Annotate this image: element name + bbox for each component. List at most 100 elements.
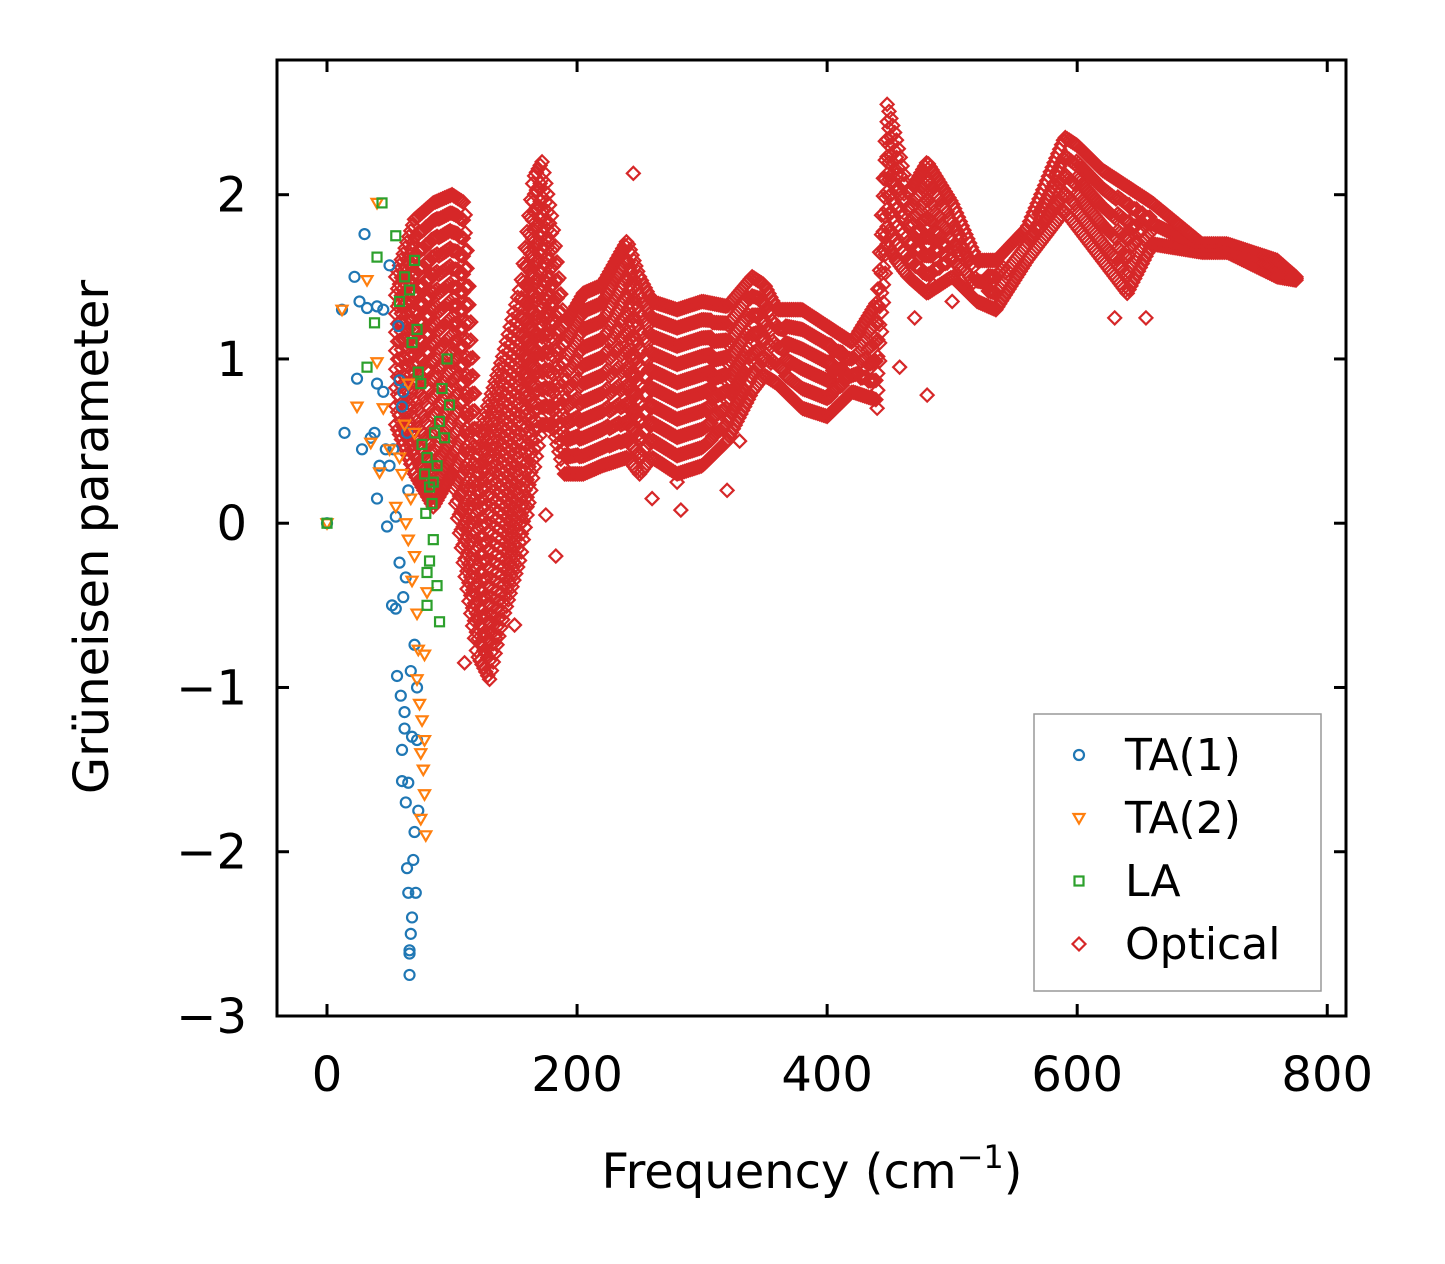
point-optical (468, 421, 485, 438)
point-ta-1- (377, 303, 390, 316)
point-ta-1- (397, 385, 410, 398)
point-ta-2- (397, 419, 412, 433)
point-ta-1- (370, 492, 384, 505)
point-optical (631, 268, 648, 285)
point-optical (669, 474, 686, 491)
point-optical (400, 358, 417, 375)
point-ta-2- (359, 275, 375, 288)
legend-marker-optical (1070, 935, 1088, 953)
point-optical (526, 458, 543, 475)
point-ta-2- (363, 437, 379, 451)
point-la (390, 230, 402, 242)
point-la (408, 254, 421, 266)
y-tick-label: 2 (216, 168, 247, 224)
point-ta-1- (395, 775, 409, 788)
point-optical (762, 289, 779, 306)
point-optical (468, 494, 485, 512)
legend: TA(1) TA(2) LA Optical (1033, 713, 1322, 992)
point-optical (530, 437, 547, 454)
x-axis-label-superscript: −1 (957, 1138, 1004, 1176)
point-ta-1- (402, 886, 415, 899)
y-tick-label: 0 (216, 496, 247, 552)
point-ta-1- (348, 270, 361, 283)
point-ta-2- (413, 813, 429, 827)
point-optical (487, 630, 504, 647)
point-optical (871, 298, 888, 315)
x-axis-label-main: Frequency (cm (601, 1144, 956, 1200)
point-la (433, 616, 446, 628)
point-la (426, 497, 438, 510)
point-ta-2- (409, 608, 425, 622)
point-ta-1- (353, 295, 366, 308)
point-optical (633, 272, 650, 289)
point-optical (879, 96, 896, 113)
point-optical (907, 241, 924, 258)
point-optical (644, 490, 661, 507)
point-ta-2- (375, 403, 391, 416)
point-optical (477, 663, 494, 680)
point-la (431, 580, 443, 592)
point-optical (637, 279, 654, 296)
point-optical (828, 361, 845, 378)
legend-label: TA(1) (1124, 730, 1241, 781)
point-optical (466, 385, 483, 402)
series-ta-2- (319, 197, 435, 844)
x-tick-label: 200 (531, 1047, 623, 1103)
point-optical (957, 245, 974, 262)
point-ta-1- (355, 443, 369, 456)
point-optical (867, 391, 884, 408)
legend-label: TA(2) (1124, 793, 1241, 844)
point-la (423, 555, 436, 567)
point-optical (464, 349, 481, 366)
point-optical (625, 165, 642, 182)
point-optical (869, 348, 886, 365)
point-ta-2- (404, 575, 420, 589)
point-ta-2- (407, 427, 422, 441)
point-optical (695, 329, 712, 346)
point-optical (880, 103, 898, 120)
point-la (436, 382, 448, 395)
point-optical (487, 645, 504, 662)
point-optical (515, 531, 532, 548)
point-la (438, 432, 451, 444)
point-la (371, 251, 383, 263)
legend-marker-ta-1- (1072, 748, 1086, 762)
point-optical (622, 312, 639, 329)
axis-ticks: 0 200 400 600 800 −3 −2 −1 0 1 2 (176, 60, 1373, 1103)
point-optical (547, 237, 564, 255)
point-optical (506, 617, 523, 634)
point-ta-1- (377, 385, 390, 398)
point-optical (515, 513, 532, 530)
point-optical (511, 534, 528, 551)
point-optical (532, 193, 549, 210)
point-ta-2- (334, 304, 350, 318)
plot-marks (319, 96, 1305, 982)
point-la (368, 317, 381, 329)
point-optical (550, 374, 567, 391)
point-optical (458, 278, 476, 295)
point-la (412, 366, 424, 378)
point-ta-2- (349, 401, 365, 415)
point-optical (715, 315, 733, 332)
point-ta-1- (397, 591, 410, 604)
point-ta-1- (350, 372, 364, 385)
point-la (427, 534, 439, 546)
x-tick-label: 400 (781, 1047, 873, 1103)
plot-frame (275, 58, 1348, 1018)
point-optical (895, 166, 913, 183)
point-optical (624, 299, 641, 316)
point-optical (468, 513, 485, 530)
point-ta-1- (392, 320, 405, 333)
point-optical (464, 385, 481, 402)
point-la (403, 284, 416, 296)
point-optical (537, 506, 554, 524)
point-optical (550, 391, 567, 408)
point-la (415, 377, 427, 390)
series-optical (387, 96, 1305, 688)
point-ta-1- (358, 228, 371, 241)
point-ta-1- (360, 301, 374, 315)
point-optical (731, 433, 748, 450)
point-optical (871, 316, 888, 333)
point-optical (622, 241, 639, 258)
point-ta-2- (412, 698, 427, 712)
